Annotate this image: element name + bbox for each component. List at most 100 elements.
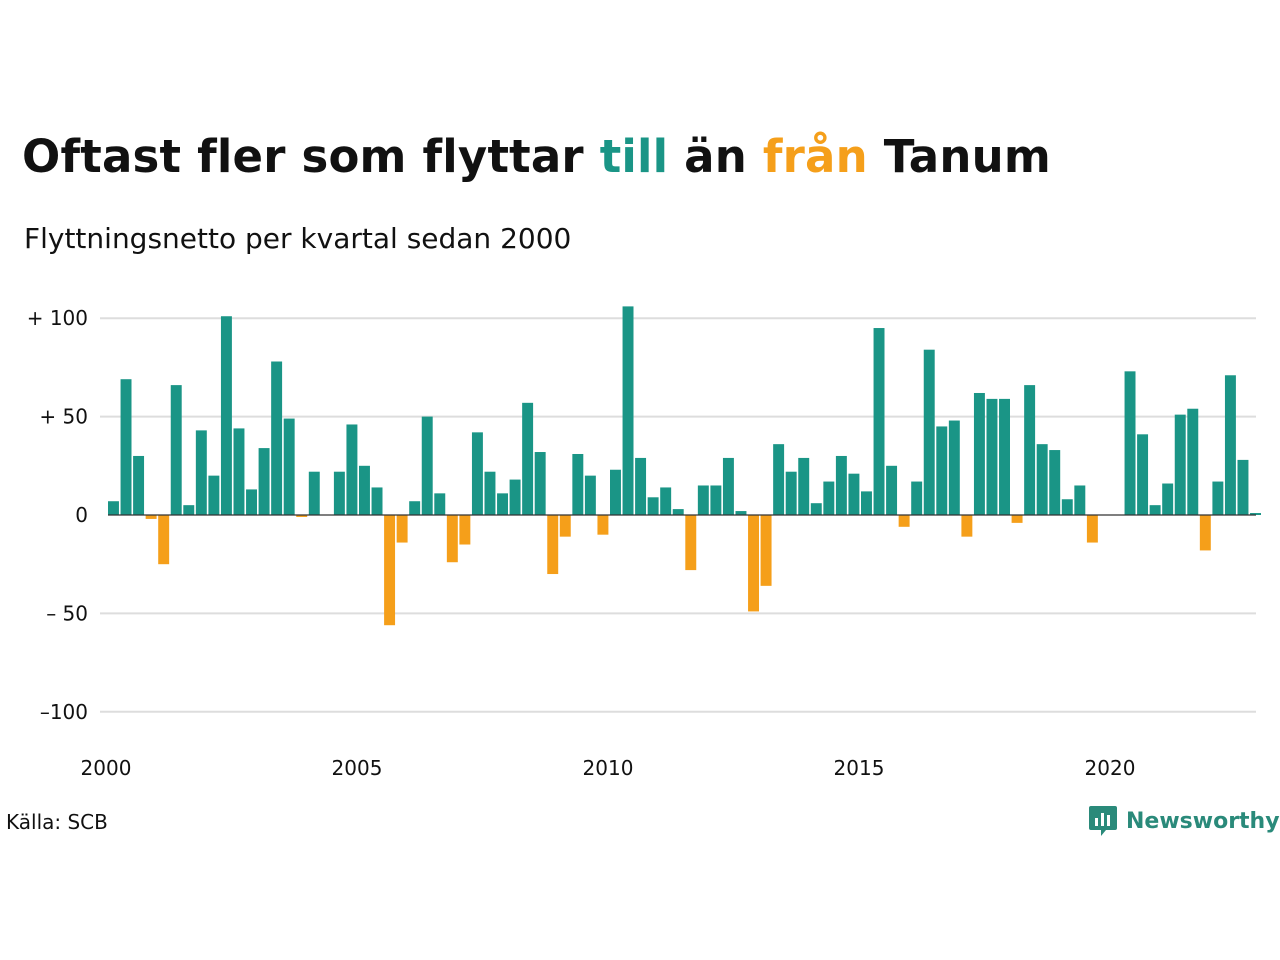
brand-name: Newsworthy: [1126, 808, 1280, 834]
bar-positive: [572, 453, 584, 515]
bar-positive: [1250, 513, 1261, 515]
y-axis-tick-labels: + 100 + 50 0 – 50 –100: [27, 306, 88, 724]
bars: [108, 306, 1261, 626]
bar-positive: [810, 503, 822, 515]
bar-positive: [973, 392, 985, 515]
bar-positive: [1237, 459, 1249, 515]
bar-positive: [220, 316, 232, 515]
bar-negative: [158, 515, 170, 565]
bar-positive: [371, 487, 383, 515]
gridlines: [100, 317, 1256, 713]
bar-positive: [848, 473, 860, 515]
bar-positive: [1049, 450, 1061, 515]
bar-negative: [384, 515, 396, 626]
bar-positive: [1162, 483, 1174, 515]
bar-positive: [534, 452, 546, 515]
title-highlight-fran: från: [762, 130, 868, 183]
y-tick-label: 0: [75, 503, 88, 527]
bar-positive: [170, 385, 182, 515]
y-tick-label: + 50: [39, 405, 88, 429]
bar-positive: [722, 457, 734, 515]
bar-positive: [133, 455, 145, 515]
bar-negative: [597, 515, 609, 535]
bar-positive: [484, 471, 496, 515]
bar-positive: [522, 402, 534, 515]
bar-positive: [471, 432, 483, 515]
y-tick-label: + 100: [27, 306, 88, 330]
title-highlight-till: till: [599, 130, 669, 183]
bar-negative: [396, 515, 408, 543]
bar-positive: [773, 444, 785, 515]
x-axis-tick-labels: 2000 2005 2010 2015 2020: [81, 756, 1136, 780]
bar-negative: [296, 515, 308, 517]
bar-positive: [798, 457, 810, 515]
bar-negative: [446, 515, 458, 563]
bar-positive: [208, 475, 220, 515]
bar-positive: [346, 424, 358, 515]
bar-negative: [961, 515, 973, 537]
bar-positive: [108, 501, 119, 515]
bar-positive: [610, 469, 621, 515]
bar-positive: [1212, 481, 1224, 515]
bar-positive: [1137, 434, 1149, 515]
bar-negative: [145, 515, 157, 519]
bar-positive: [434, 493, 446, 515]
bar-positive: [246, 489, 257, 515]
newsworthy-logo-icon: [1089, 806, 1117, 836]
bar-negative: [559, 515, 571, 537]
bar-positive: [1224, 375, 1236, 515]
bar-positive: [120, 379, 132, 515]
bar-positive: [233, 428, 245, 515]
x-tick-label: 2020: [1085, 756, 1136, 780]
bar-positive: [409, 501, 421, 515]
bar-positive: [333, 471, 345, 515]
bar-positive: [1174, 414, 1186, 515]
title-part-3: Tanum: [867, 130, 1051, 183]
bar-positive: [697, 485, 709, 515]
bar-negative: [1199, 515, 1211, 551]
bar-positive: [1024, 385, 1036, 515]
bar-positive: [948, 420, 960, 515]
y-tick-label: – 50: [46, 601, 88, 625]
bar-positive: [986, 398, 998, 515]
bar-positive: [672, 509, 684, 515]
bar-positive: [1124, 371, 1136, 515]
bar-positive: [635, 457, 647, 515]
bar-positive: [183, 505, 195, 515]
bar-positive: [622, 306, 634, 515]
x-tick-label: 2005: [332, 756, 383, 780]
bar-positive: [785, 471, 797, 515]
bar-positive: [923, 349, 935, 515]
bar-positive: [509, 479, 521, 515]
bar-negative: [760, 515, 772, 586]
title-part-1: Oftast fler som flyttar: [22, 130, 600, 183]
bar-positive: [308, 471, 320, 515]
bar-positive: [735, 511, 747, 515]
y-tick-label: –100: [40, 700, 88, 724]
source-note: Källa: SCB: [6, 810, 108, 834]
bar-negative: [1011, 515, 1023, 523]
title-part-2: än: [668, 130, 763, 183]
bar-positive: [873, 328, 885, 515]
bar-positive: [497, 493, 508, 515]
bar-positive: [1149, 505, 1161, 515]
bar-positive: [258, 448, 270, 515]
bar-positive: [911, 481, 923, 515]
bar-negative: [547, 515, 559, 575]
bar-positive: [283, 418, 295, 515]
bar-positive: [195, 430, 207, 515]
bar-positive: [1036, 444, 1048, 515]
bar-negative: [898, 515, 910, 527]
bar-negative: [459, 515, 471, 545]
bar-positive: [835, 455, 847, 515]
bar-positive: [647, 497, 659, 515]
chart-title: Oftast fler som flyttar till än från Tan…: [22, 132, 1051, 182]
bar-positive: [271, 361, 283, 515]
bar-positive: [421, 416, 433, 515]
newsworthy-logo: Newsworthy: [1088, 804, 1280, 838]
bar-positive: [861, 491, 872, 515]
bar-positive: [584, 475, 596, 515]
x-tick-label: 2000: [81, 756, 132, 780]
bar-positive: [936, 426, 948, 515]
x-tick-label: 2015: [834, 756, 885, 780]
